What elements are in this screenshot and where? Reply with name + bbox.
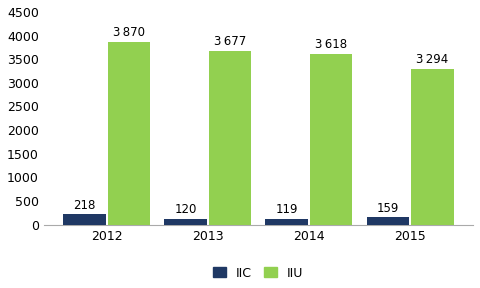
Bar <box>108 42 150 225</box>
Bar <box>63 214 106 225</box>
Text: 3 677: 3 677 <box>214 35 246 48</box>
Text: 159: 159 <box>377 202 399 215</box>
Text: 120: 120 <box>174 203 197 216</box>
Bar <box>367 217 409 225</box>
Text: 119: 119 <box>276 203 298 216</box>
Legend: IIC, IIU: IIC, IIU <box>210 263 307 283</box>
Bar <box>310 54 352 225</box>
Bar <box>265 219 308 225</box>
Text: 218: 218 <box>73 199 96 212</box>
Bar <box>411 69 454 225</box>
Text: 3 294: 3 294 <box>416 53 448 66</box>
Text: 3 870: 3 870 <box>113 26 145 39</box>
Bar <box>209 51 252 225</box>
Text: 3 618: 3 618 <box>315 38 347 51</box>
Bar <box>164 219 207 225</box>
